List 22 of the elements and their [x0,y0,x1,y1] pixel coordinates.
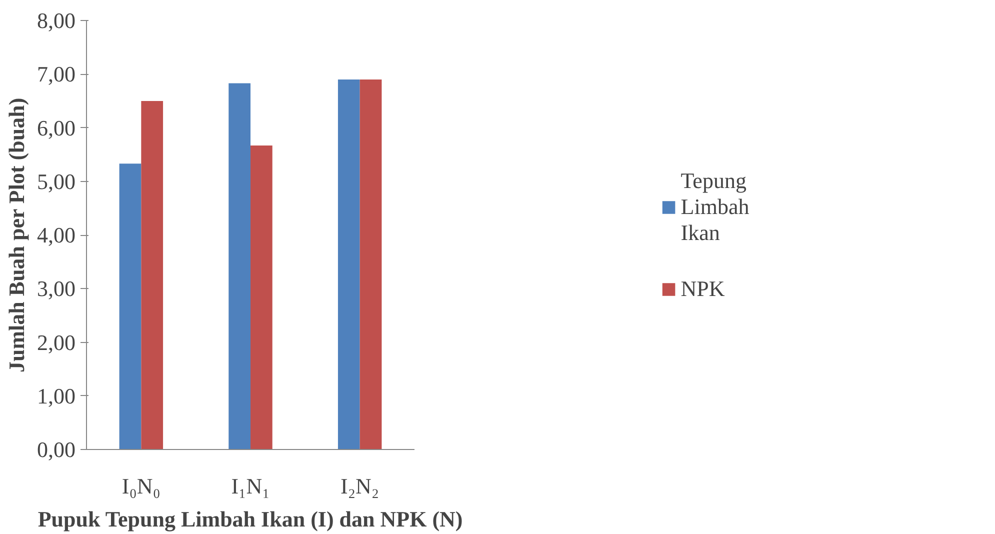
x-tick-label: I₀N₀ [122,474,160,498]
legend-label: NPK [680,276,725,302]
y-tick-label: 4,00 [37,222,76,248]
legend-label: Tepung Limbah Ikan [680,168,750,246]
x-tick-label: I₁N₁ [231,474,270,498]
y-tick-label: 2,00 [37,330,76,355]
y-tick-label: 6,00 [37,115,76,140]
y-tick-label: 0,00 [37,437,76,462]
bar [338,79,360,450]
bar [228,83,250,450]
x-tick-label: I₂N₂ [340,474,380,498]
x-axis-title: Pupuk Tepung Limbah Ikan (I) dan NPK (N) [38,506,463,532]
y-tick-label: 1,00 [37,383,76,408]
y-tick-label: 3,00 [37,276,76,302]
y-tick-label: 7,00 [37,62,76,87]
y-tick-label: 5,00 [37,168,76,194]
y-tick-label: 8,00 [37,8,76,33]
bar [141,100,164,450]
bar [250,145,272,450]
bar [119,164,142,450]
bar [360,79,382,450]
y-axis-title: Jumlah Buah per Plot (buah) [4,98,29,373]
